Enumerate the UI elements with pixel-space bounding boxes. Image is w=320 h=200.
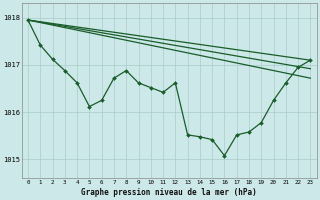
- X-axis label: Graphe pression niveau de la mer (hPa): Graphe pression niveau de la mer (hPa): [81, 188, 257, 197]
